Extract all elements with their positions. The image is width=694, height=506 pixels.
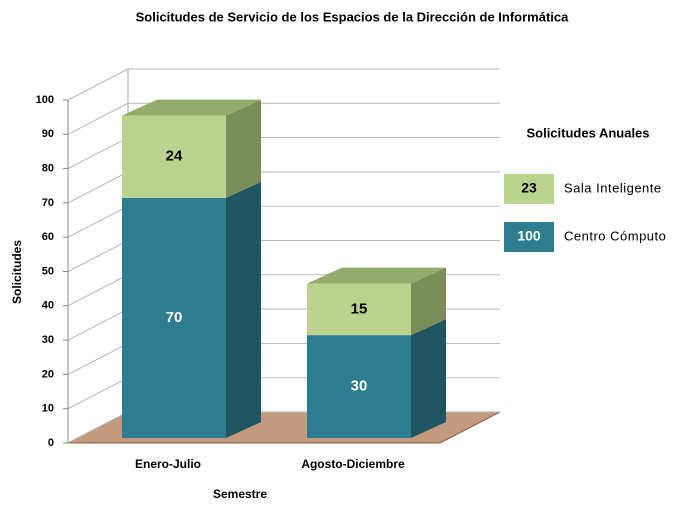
y-tick-label: 60 — [42, 231, 54, 243]
legend-title: Solicitudes Anuales — [526, 125, 649, 140]
bar-side — [411, 319, 446, 438]
bar-top — [122, 99, 261, 116]
data-label: 70 — [166, 309, 183, 326]
legend-label: Centro Cómputo — [564, 228, 666, 243]
bar-side — [226, 99, 261, 198]
x-axis-label: Semestre — [213, 487, 267, 501]
bar-front — [122, 197, 226, 438]
y-tick-label: 20 — [42, 368, 54, 380]
bar-side — [226, 181, 261, 438]
y-axis-label: Solicitudes — [10, 240, 24, 304]
bar-segment — [307, 319, 446, 438]
y-tick-label: 70 — [42, 197, 54, 209]
y-tick-label: 90 — [42, 128, 54, 140]
bar-front — [307, 283, 411, 336]
bar-top — [307, 267, 446, 284]
bar-side — [411, 267, 446, 336]
y-tick-label: 40 — [42, 300, 54, 312]
chart-title: Solicitudes de Servicio de los Espacios … — [136, 9, 570, 24]
bar-segment — [122, 181, 261, 438]
data-label: 15 — [351, 300, 368, 317]
data-label: 30 — [351, 378, 368, 395]
grid-line — [67, 68, 500, 101]
bar-front — [122, 115, 226, 198]
legend-value: 23 — [521, 180, 537, 196]
x-tick-label: Enero-Julio — [135, 457, 201, 471]
y-tick-label: 10 — [42, 403, 54, 415]
y-tick-label: 50 — [42, 265, 54, 277]
y-tick-label: 0 — [48, 437, 54, 449]
bar-segment — [307, 267, 446, 336]
data-label: 24 — [166, 148, 183, 165]
y-tick-label: 100 — [36, 94, 54, 106]
legend-label: Sala Inteligente — [564, 180, 662, 195]
y-tick-label: 30 — [42, 334, 54, 346]
legend-swatch — [504, 174, 554, 204]
legend-value: 100 — [517, 228, 541, 244]
x-tick-label: Agosto-Diciembre — [301, 457, 405, 471]
legend-swatch — [504, 222, 554, 252]
bar-segment — [122, 99, 261, 198]
y-tick-label: 80 — [42, 163, 54, 175]
bar-front — [307, 335, 411, 438]
